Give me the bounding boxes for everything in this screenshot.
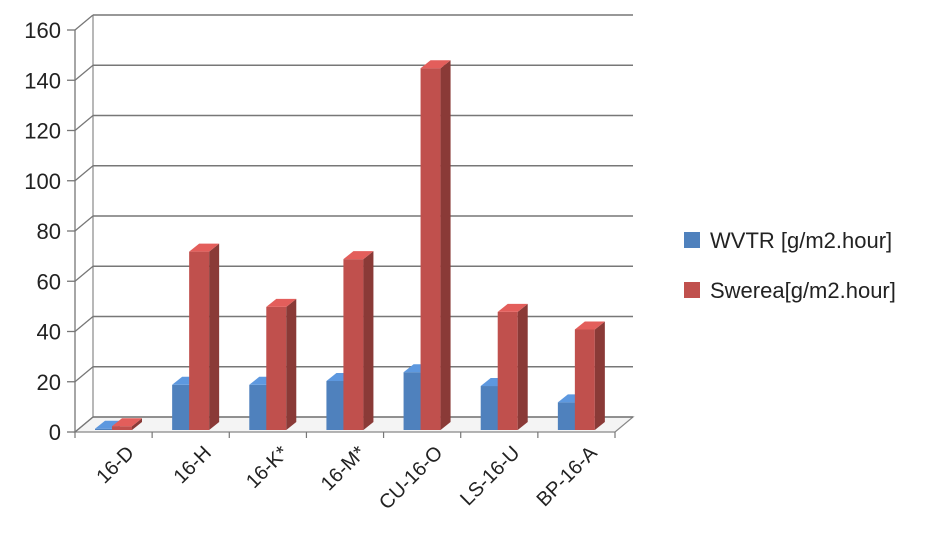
bar-side: [440, 60, 451, 430]
x-tick-label: 16-M*: [317, 442, 370, 495]
gridline-side: [74, 64, 94, 81]
bar: [189, 243, 220, 430]
bar: [574, 321, 605, 430]
bar-side: [363, 251, 374, 430]
bar-side: [132, 418, 142, 430]
y-tick-label: 80: [37, 219, 61, 244]
x-tick-label: 16-H: [170, 442, 216, 488]
legend-swatch: [684, 282, 700, 298]
bar-front: [420, 68, 441, 430]
bar-top: [266, 298, 297, 307]
bar: [343, 251, 374, 430]
y-tick-label: 60: [37, 269, 61, 294]
bar-top: [574, 321, 605, 330]
legend-swatch: [684, 232, 700, 248]
bar-front: [497, 311, 518, 430]
bar-side: [286, 298, 297, 430]
bar-side: [594, 321, 605, 430]
gridline-side: [74, 14, 94, 31]
bar-front: [403, 372, 424, 430]
gridline-side: [74, 215, 94, 232]
bar-top: [189, 243, 220, 252]
y-tick-label: 120: [24, 119, 61, 144]
gridline-side: [74, 316, 94, 332]
bar-front: [172, 384, 193, 430]
legend-item: WVTR [g/m2.hour]: [684, 228, 892, 253]
x-axis: 16-D 16-H 16-K* 16-M* CU-16-O LS-16-U BP-16-A: [74, 432, 616, 514]
bar-side: [209, 243, 220, 430]
y-tick-label: 140: [24, 68, 61, 93]
legend-label: Swerea[g/m2.hour]: [710, 278, 896, 303]
bar-front: [574, 329, 595, 430]
bar-front: [480, 386, 501, 430]
gridline-side: [74, 366, 94, 383]
legend-item: Swerea[g/m2.hour]: [684, 278, 896, 303]
bars-layer: [95, 60, 605, 430]
bar-front: [266, 306, 287, 430]
bar-top: [343, 251, 374, 260]
bar: [266, 298, 297, 430]
gridline-side: [74, 265, 94, 282]
gridline-side: [74, 165, 94, 182]
legend: WVTR [g/m2.hour] Swerea[g/m2.hour]: [684, 228, 896, 303]
bar-top: [420, 60, 451, 69]
bar: [420, 60, 451, 430]
bar-top: [497, 303, 528, 312]
y-tick-label: 100: [24, 169, 61, 194]
bar-front: [326, 381, 347, 430]
x-tick-label: LS-16-U: [456, 442, 524, 510]
y-axis: 0 20 40 60 80 100 120 140 160: [24, 18, 75, 445]
bar-front: [343, 259, 364, 430]
bar-front: [557, 402, 578, 430]
legend-label: WVTR [g/m2.hour]: [710, 228, 892, 253]
bar-front: [95, 428, 115, 430]
x-tick-label: BP-16-A: [533, 442, 602, 511]
gridline-side: [74, 115, 94, 131]
x-tick-label: CU-16-O: [375, 442, 447, 514]
bar-front: [112, 426, 132, 430]
x-tick-label: 16-K*: [242, 442, 293, 493]
y-tick-label: 20: [37, 370, 61, 395]
bar-top: [112, 418, 142, 427]
gridline-side: [74, 416, 94, 433]
bar-front: [189, 251, 210, 430]
bar-side: [517, 303, 528, 430]
x-tick-label: 16-D: [92, 442, 138, 488]
bar: [497, 303, 528, 430]
y-tick-label: 0: [49, 420, 61, 445]
bar-front: [249, 384, 270, 430]
y-tick-label: 40: [37, 320, 61, 345]
y-tick-label: 160: [24, 18, 61, 43]
bar: [112, 418, 142, 430]
